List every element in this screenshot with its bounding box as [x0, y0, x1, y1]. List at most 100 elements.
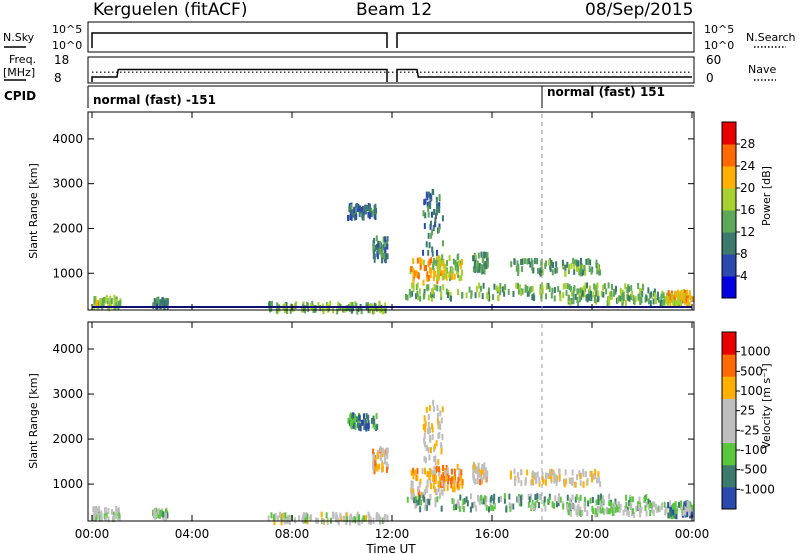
power-ytick-3: 4000	[52, 132, 83, 146]
power-data	[93, 188, 694, 315]
velocity-colorbar-tick-2: 100	[740, 384, 763, 398]
velocity-ytick-3: 4000	[52, 342, 83, 356]
velocity-cluster-12	[667, 500, 694, 520]
power-colorbar-tick-2: 12	[740, 225, 755, 239]
velocity-colorbar-step-2	[722, 442, 736, 466]
freq-tick-top: 18	[54, 53, 69, 67]
velocity-cluster-1	[152, 507, 169, 521]
nave-tick-bottom: 0	[706, 71, 714, 85]
power-colorbar-step-1	[722, 254, 736, 277]
velocity-cluster-4	[372, 446, 389, 475]
power-colorbar-tick-6: 28	[740, 137, 755, 151]
power-colorbar: 4 8 12 16 20 24 28	[721, 121, 755, 299]
velocity-ytick-0: 1000	[52, 477, 83, 491]
velocity-ylabel: Slant Range [km]	[27, 373, 40, 469]
nave-tick-top: 60	[706, 53, 721, 67]
power-cluster-6	[432, 253, 464, 282]
beam-title: Beam 12	[356, 0, 432, 20]
nave-label: Nave	[748, 63, 776, 76]
power-colorbar-label: Power [dB]	[760, 166, 773, 226]
freq-panel: Freq. [MHz] 18 8 60 0 Nave	[3, 53, 776, 85]
freq-line	[91, 68, 692, 82]
velocity-colorbar-tick-5: -100	[740, 443, 767, 457]
velocity-colorbar-step-4	[722, 398, 736, 421]
velocity-colorbar-tick-6: -500	[740, 463, 767, 477]
velocity-colorbar-step-0	[722, 486, 736, 510]
nsearch-tick-top: 10^5	[704, 23, 734, 36]
nsearch-label: N.Search	[746, 31, 796, 44]
power-ytick-0: 1000	[52, 266, 83, 280]
velocity-ytick-1: 2000	[52, 432, 83, 446]
station-title: Kerguelen (fitACF)	[93, 0, 247, 20]
x-axis-label: Time UT	[365, 542, 416, 554]
xtick-0: 00:00	[75, 527, 110, 541]
cpid-mode-1: normal (fast) -151	[93, 93, 216, 107]
power-colorbar-step-4	[722, 188, 736, 211]
xtick-2: 08:00	[275, 527, 310, 541]
power-colorbar-step-3	[722, 210, 736, 233]
power-cluster-4	[372, 235, 389, 264]
freq-unit: [MHz]	[3, 66, 35, 79]
power-colorbar-step-5	[722, 166, 736, 189]
velocity-data	[92, 399, 694, 526]
velocity-colorbar-step-7	[722, 332, 736, 355]
velocity-colorbar-tick-1: 500	[740, 364, 763, 378]
power-colorbar-tick-0: 4	[740, 269, 748, 283]
velocity-ytick-2: 3000	[52, 387, 83, 401]
velocity-colorbar-step-5	[722, 376, 736, 399]
velocity-cluster-5	[410, 466, 445, 499]
velocity-cluster-10	[509, 468, 602, 488]
power-ytick-2: 3000	[52, 177, 83, 191]
cpid-mode-2: normal (fast) 151	[547, 85, 665, 99]
nsearch-tick-bottom: 10^0	[704, 39, 734, 52]
power-cluster-12	[667, 289, 694, 308]
power-colorbar-tick-1: 8	[740, 247, 748, 261]
power-panel: 1000 2000 3000 4000 Slant Range [km] 4 8 12 16…	[27, 111, 773, 315]
xtick-6: 00:00	[675, 527, 710, 541]
xtick-3: 12:00	[375, 527, 410, 541]
velocity-colorbar-step-3	[722, 420, 736, 444]
velocity-colorbar-tick-0: 1000	[740, 345, 771, 359]
power-cluster-0	[93, 294, 122, 312]
velocity-cluster-3	[347, 412, 379, 432]
velocity-colorbar-tick-7: -1000	[740, 482, 775, 496]
power-colorbar-tick-3: 16	[740, 203, 755, 217]
power-ytick-1: 2000	[52, 221, 83, 235]
velocity-cluster-6	[432, 463, 464, 493]
nsky-panel: N.Sky 10^5 10^0 10^5 10^0 N.Search	[3, 21, 796, 53]
freq-tick-bottom: 8	[54, 71, 62, 85]
xtick-1: 04:00	[175, 527, 210, 541]
velocity-cluster-0	[92, 505, 121, 523]
velocity-colorbar: 1000 500 100 25 -25 -100 -500 -1000	[721, 331, 775, 510]
power-ylabel: Slant Range [km]	[27, 163, 40, 259]
velocity-cluster-8	[472, 461, 489, 486]
power-colorbar-tick-4: 20	[740, 181, 755, 195]
freq-label: Freq.	[9, 53, 36, 66]
nsky-line	[91, 32, 692, 48]
power-colorbar-step-6	[722, 144, 736, 167]
power-cluster-3	[347, 202, 378, 222]
velocity-colorbar-label: Velocity [m s⁻¹]	[760, 363, 773, 448]
velocity-colorbar-tick-3: 25	[740, 404, 755, 418]
xtick-4: 16:00	[475, 527, 510, 541]
velocity-colorbar-step-1	[722, 464, 736, 488]
power-colorbar-step-2	[722, 232, 736, 255]
velocity-colorbar-step-6	[722, 354, 736, 377]
xtick-5: 20:00	[575, 527, 610, 541]
cpid-label: CPID	[4, 89, 36, 103]
power-colorbar-tick-5: 24	[740, 159, 755, 173]
nsky-tick-top: 10^5	[52, 23, 82, 36]
velocity-cluster-9	[406, 493, 652, 513]
power-cluster-8	[472, 251, 489, 275]
velocity-colorbar-tick-4: -25	[740, 423, 760, 437]
power-colorbar-step-7	[722, 122, 736, 145]
velocity-panel: 1000 2000 3000 4000 00:00 04:00 08:00 12:00 16:…	[27, 112, 775, 554]
nsky-label: N.Sky	[3, 31, 35, 44]
velocity-cluster-7	[422, 399, 444, 466]
power-cluster-7	[422, 188, 444, 257]
date-title: 08/Sep/2015	[585, 0, 693, 20]
nsky-tick-bottom: 10^0	[52, 39, 82, 52]
velocity-cluster-2	[267, 511, 389, 526]
cpid-row: CPID normal (fast) -151 normal (fast) 15…	[4, 85, 694, 108]
